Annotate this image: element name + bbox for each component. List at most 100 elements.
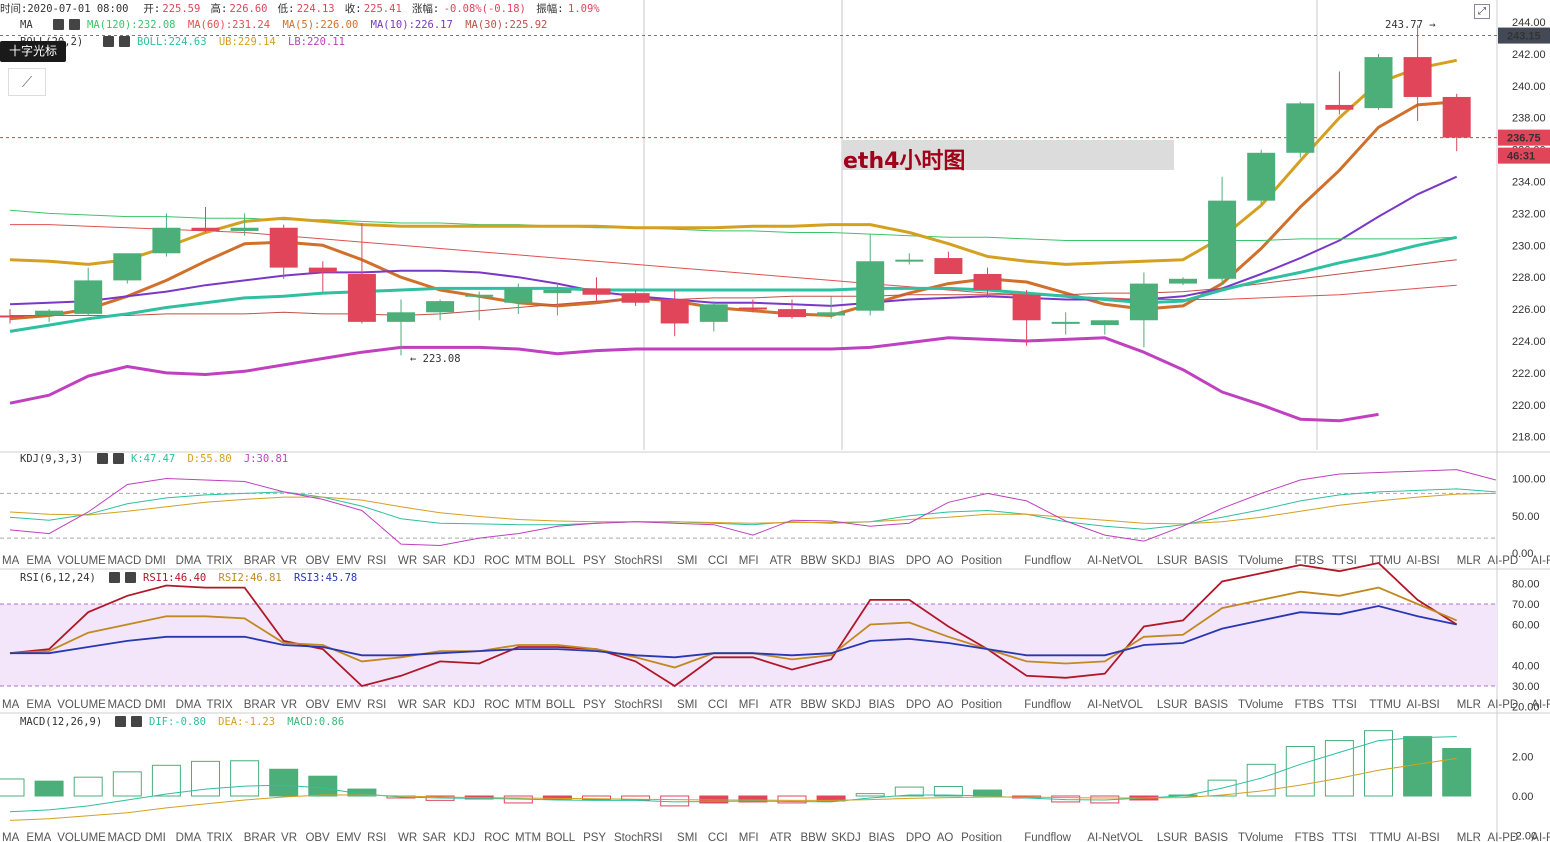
indicator-tab-lsur[interactable]: LSUR <box>1157 699 1188 711</box>
indicator-tab-ttsi[interactable]: TTSI <box>1332 699 1357 711</box>
indicator-tab-wr[interactable]: WR <box>398 555 417 567</box>
indicator-tab-macd[interactable]: MACD <box>107 699 141 711</box>
indicator-tab-basis[interactable]: BASIS <box>1194 699 1228 711</box>
indicator-tab-macd[interactable]: MACD <box>107 832 141 842</box>
indicator-tab-skdj[interactable]: SKDJ <box>831 555 860 567</box>
indicator-tab-rsi[interactable]: RSI <box>367 555 386 567</box>
indicator-tab-volume[interactable]: VOLUME <box>57 832 106 842</box>
indicator-tab-mtm[interactable]: MTM <box>515 555 541 567</box>
expand-icon[interactable]: ⤢ <box>1474 4 1490 19</box>
indicator-tab-ma[interactable]: MA <box>2 699 20 711</box>
indicator-tab-cci[interactable]: CCI <box>708 555 728 567</box>
indicator-tab-stochrsi[interactable]: StochRSI <box>614 832 663 842</box>
indicator-tab-mlr[interactable]: MLR <box>1457 699 1481 711</box>
indicator-tab-ai-netvol[interactable]: AI-NetVOL <box>1087 555 1143 567</box>
indicator-tab-wr[interactable]: WR <box>398 832 417 842</box>
indicator-tab-sar[interactable]: SAR <box>422 555 446 567</box>
indicator-tab-dmi[interactable]: DMI <box>145 832 166 842</box>
indicator-tab-brar[interactable]: BRAR <box>244 699 276 711</box>
indicator-tab-fundflow[interactable]: Fundflow <box>1024 555 1071 567</box>
indicator-tab-basis[interactable]: BASIS <box>1194 832 1228 842</box>
indicator-tab-psy[interactable]: PSY <box>583 555 606 567</box>
indicator-tab-ema[interactable]: EMA <box>26 555 51 567</box>
indicator-tab-ttmu[interactable]: TTMU <box>1369 832 1401 842</box>
indicator-tab-dpo[interactable]: DPO <box>906 699 931 711</box>
indicator-tab-sar[interactable]: SAR <box>422 832 446 842</box>
indicator-tab-obv[interactable]: OBV <box>305 699 330 711</box>
indicator-tab-ao[interactable]: AO <box>937 555 954 567</box>
indicator-tab-boll[interactable]: BOLL <box>546 555 576 567</box>
indicator-tab-bias[interactable]: BIAS <box>869 832 896 842</box>
indicator-tab-kdj[interactable]: KDJ <box>453 832 475 842</box>
indicator-tab-ttmu[interactable]: TTMU <box>1369 555 1401 567</box>
indicator-tab-bbw[interactable]: BBW <box>800 555 826 567</box>
indicator-tab-atr[interactable]: ATR <box>770 555 792 567</box>
indicator-tab-fundflow[interactable]: Fundflow <box>1024 832 1071 842</box>
indicator-tab-bbw[interactable]: BBW <box>800 699 826 711</box>
indicator-tab-brar[interactable]: BRAR <box>244 832 276 842</box>
indicator-tab-roc[interactable]: ROC <box>484 832 510 842</box>
indicator-tab-lsur[interactable]: LSUR <box>1157 555 1188 567</box>
indicator-tab-kdj[interactable]: KDJ <box>453 555 475 567</box>
indicator-tab-ftbs[interactable]: FTBS <box>1295 832 1325 842</box>
indicator-tab-ai-pd[interactable]: AI-PD <box>1488 832 1519 842</box>
indicator-tab-ai-bsi[interactable]: AI-BSI <box>1407 555 1440 567</box>
indicator-tab-psy[interactable]: PSY <box>583 832 606 842</box>
draw-tool-icon[interactable]: ⟋ <box>8 68 46 96</box>
indicator-tab-kdj[interactable]: KDJ <box>453 699 475 711</box>
indicator-tab-rsi[interactable]: RSI <box>367 699 386 711</box>
indicator-tab-boll[interactable]: BOLL <box>546 832 576 842</box>
indicator-tab-ao[interactable]: AO <box>937 699 954 711</box>
indicator-tab-ema[interactable]: EMA <box>26 699 51 711</box>
indicator-tab-ftbs[interactable]: FTBS <box>1295 699 1325 711</box>
indicator-tab-dmi[interactable]: DMI <box>145 555 166 567</box>
indicator-tab-emv[interactable]: EMV <box>336 555 361 567</box>
indicator-tab-atr[interactable]: ATR <box>770 699 792 711</box>
indicator-tab-position[interactable]: Position <box>961 832 1002 842</box>
indicator-tab-emv[interactable]: EMV <box>336 832 361 842</box>
indicator-tab-obv[interactable]: OBV <box>305 832 330 842</box>
indicator-tab-skdj[interactable]: SKDJ <box>831 832 860 842</box>
indicator-tab-volume[interactable]: VOLUME <box>57 699 106 711</box>
indicator-tab-ttsi[interactable]: TTSI <box>1332 832 1357 842</box>
indicator-tab-trix[interactable]: TRIX <box>206 832 233 842</box>
indicator-tab-cci[interactable]: CCI <box>708 699 728 711</box>
indicator-tab-vr[interactable]: VR <box>281 555 297 567</box>
indicator-tab-rsi[interactable]: RSI <box>367 832 386 842</box>
indicator-tab-tvolume[interactable]: TVolume <box>1238 699 1283 711</box>
indicator-tab-mfi[interactable]: MFI <box>739 832 759 842</box>
indicator-tab-basis[interactable]: BASIS <box>1194 555 1228 567</box>
indicator-tab-sar[interactable]: SAR <box>422 699 446 711</box>
indicator-tab-ema[interactable]: EMA <box>26 832 51 842</box>
indicator-tab-boll[interactable]: BOLL <box>546 699 576 711</box>
indicator-tab-mlr[interactable]: MLR <box>1457 832 1481 842</box>
indicator-tab-roc[interactable]: ROC <box>484 699 510 711</box>
indicator-tab-smi[interactable]: SMI <box>677 699 697 711</box>
indicator-tab-bbw[interactable]: BBW <box>800 832 826 842</box>
indicator-tab-obv[interactable]: OBV <box>305 555 330 567</box>
indicator-tab-ai-netvol[interactable]: AI-NetVOL <box>1087 699 1143 711</box>
indicator-tab-stochrsi[interactable]: StochRSI <box>614 699 663 711</box>
indicator-tab-mtm[interactable]: MTM <box>515 699 541 711</box>
indicator-tab-fundflow[interactable]: Fundflow <box>1024 699 1071 711</box>
indicator-tab-ai-fdi[interactable]: AI-FDI <box>1531 832 1550 842</box>
indicator-tab-dma[interactable]: DMA <box>176 555 202 567</box>
indicator-tab-ai-fdi[interactable]: AI-FDI <box>1531 699 1550 711</box>
indicator-tab-roc[interactable]: ROC <box>484 555 510 567</box>
indicator-tab-smi[interactable]: SMI <box>677 555 697 567</box>
indicator-tab-ttmu[interactable]: TTMU <box>1369 699 1401 711</box>
indicator-tab-wr[interactable]: WR <box>398 699 417 711</box>
indicator-tab-dpo[interactable]: DPO <box>906 832 931 842</box>
indicator-tab-atr[interactable]: ATR <box>770 832 792 842</box>
indicator-tab-vr[interactable]: VR <box>281 832 297 842</box>
indicator-tab-ai-fdi[interactable]: AI-FDI <box>1531 555 1550 567</box>
indicator-tab-mtm[interactable]: MTM <box>515 832 541 842</box>
indicator-tab-brar[interactable]: BRAR <box>244 555 276 567</box>
indicator-tab-dma[interactable]: DMA <box>176 699 202 711</box>
indicator-tab-dmi[interactable]: DMI <box>145 699 166 711</box>
indicator-tab-dma[interactable]: DMA <box>176 832 202 842</box>
indicator-tab-ai-bsi[interactable]: AI-BSI <box>1407 832 1440 842</box>
indicator-tab-ao[interactable]: AO <box>937 832 954 842</box>
indicator-tab-bias[interactable]: BIAS <box>869 555 896 567</box>
indicator-tab-ttsi[interactable]: TTSI <box>1332 555 1357 567</box>
